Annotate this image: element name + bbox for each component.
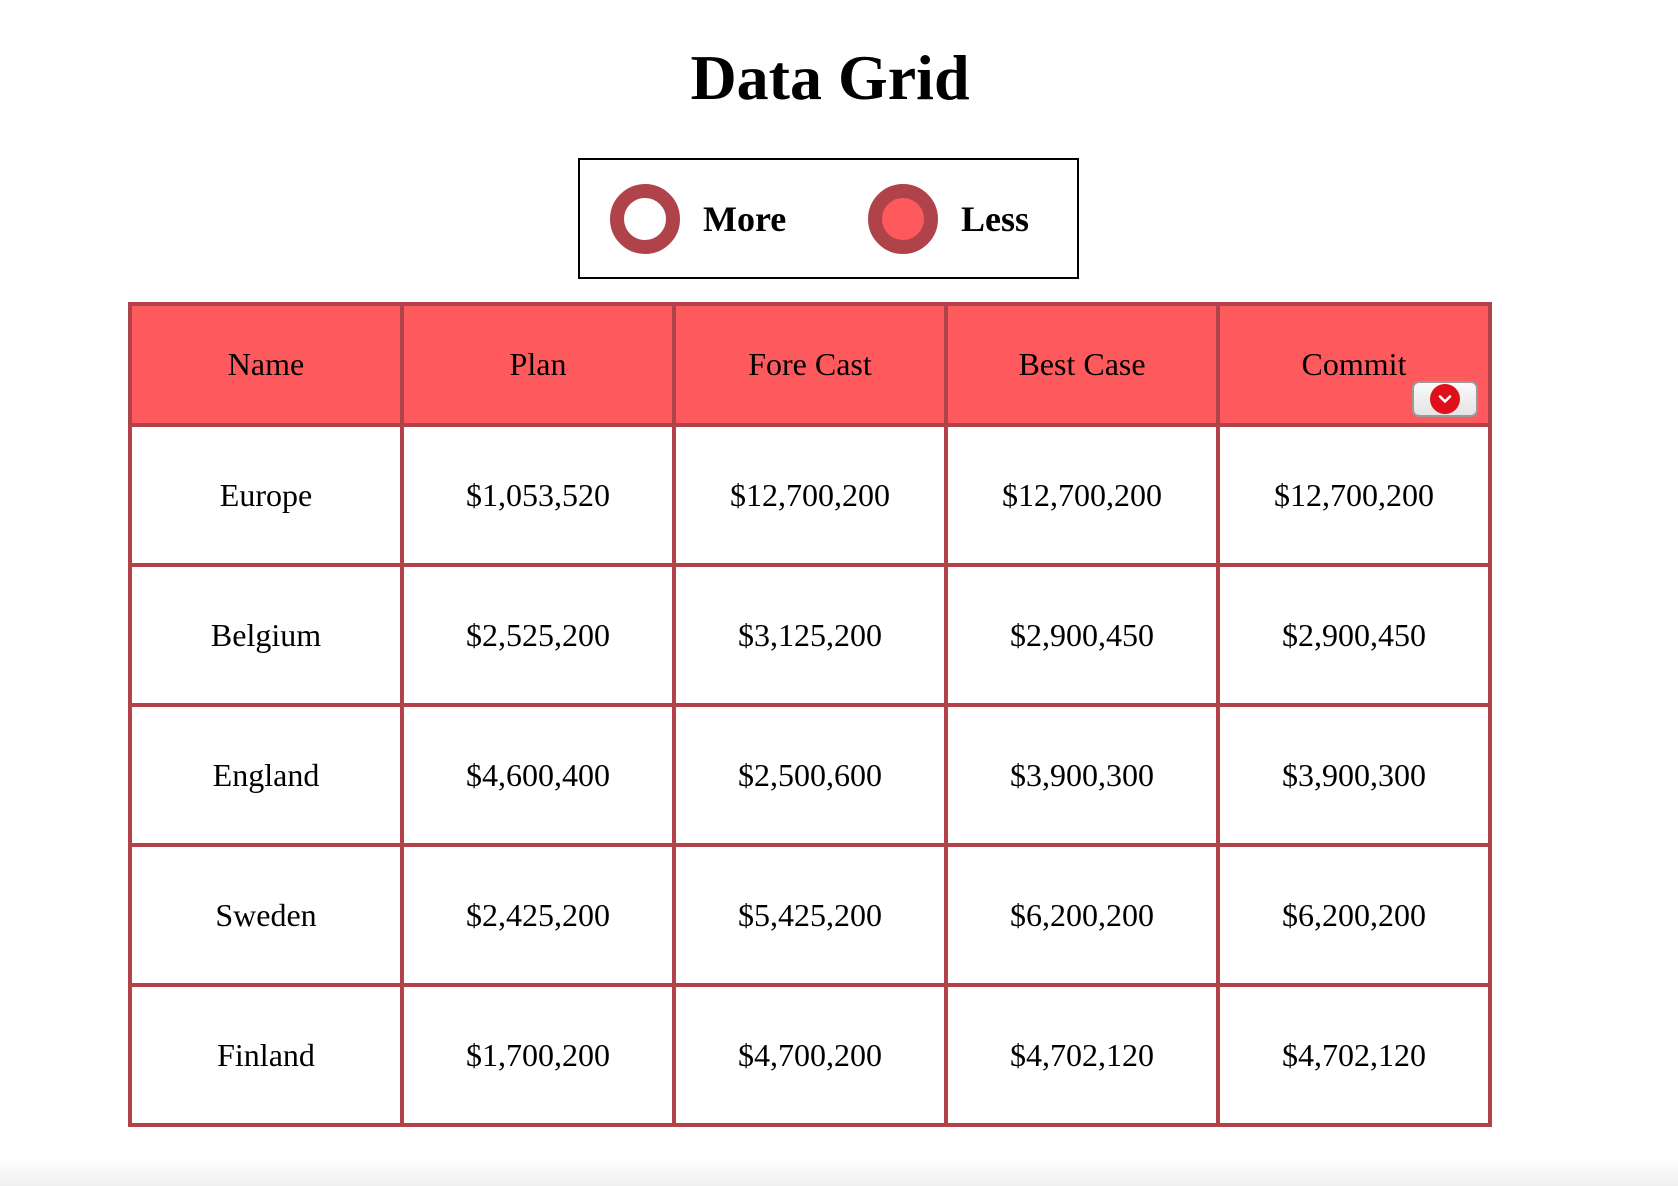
table-row: Belgium $2,525,200 $3,125,200 $2,900,450… — [128, 563, 1492, 707]
column-header-best-case[interactable]: Best Case — [944, 302, 1220, 427]
filter-radio-group: More Less — [578, 158, 1079, 279]
column-header-commit[interactable]: Commit — [1216, 302, 1492, 427]
cell-forecast: $2,500,600 — [672, 703, 948, 847]
cell-commit: $4,702,120 — [1216, 983, 1492, 1127]
cell-name: Finland — [128, 983, 404, 1127]
cell-commit: $3,900,300 — [1216, 703, 1492, 847]
table-row: England $4,600,400 $2,500,600 $3,900,300… — [128, 703, 1492, 847]
cell-forecast: $4,700,200 — [672, 983, 948, 1127]
cell-forecast: $3,125,200 — [672, 563, 948, 707]
column-header-plan[interactable]: Plan — [400, 302, 676, 427]
radio-more-circle[interactable] — [610, 184, 680, 254]
cell-plan: $4,600,400 — [400, 703, 676, 847]
cell-best-case: $3,900,300 — [944, 703, 1220, 847]
table-row: Europe $1,053,520 $12,700,200 $12,700,20… — [128, 423, 1492, 567]
cell-name: Europe — [128, 423, 404, 567]
radio-less-label: Less — [961, 199, 1030, 239]
column-header-forecast[interactable]: Fore Cast — [672, 302, 948, 427]
cell-name: Sweden — [128, 843, 404, 987]
radio-more[interactable]: More — [610, 184, 786, 254]
header-row: Name Plan Fore Cast Best Case Commit — [128, 302, 1492, 427]
table-row: Sweden $2,425,200 $5,425,200 $6,200,200 … — [128, 843, 1492, 987]
cell-plan: $2,525,200 — [400, 563, 676, 707]
cell-best-case: $6,200,200 — [944, 843, 1220, 987]
cell-name: England — [128, 703, 404, 847]
cell-commit: $12,700,200 — [1216, 423, 1492, 567]
cell-plan: $1,053,520 — [400, 423, 676, 567]
column-header-name[interactable]: Name — [128, 302, 404, 427]
cell-plan: $1,700,200 — [400, 983, 676, 1127]
cell-forecast: $5,425,200 — [672, 843, 948, 987]
radio-less-circle[interactable] — [868, 184, 938, 254]
column-menu-button[interactable] — [1412, 381, 1478, 417]
chevron-down-icon — [1430, 384, 1460, 414]
cell-commit: $6,200,200 — [1216, 843, 1492, 987]
cell-best-case: $12,700,200 — [944, 423, 1220, 567]
radio-more-label: More — [703, 199, 787, 239]
cell-commit: $2,900,450 — [1216, 563, 1492, 707]
page-title: Data Grid — [690, 42, 970, 113]
cell-plan: $2,425,200 — [400, 843, 676, 987]
radio-less[interactable]: Less — [868, 184, 1029, 254]
table-row: Finland $1,700,200 $4,700,200 $4,702,120… — [128, 983, 1492, 1127]
cell-best-case: $4,702,120 — [944, 983, 1220, 1127]
page-footer-shade — [0, 1156, 1678, 1186]
cell-best-case: $2,900,450 — [944, 563, 1220, 707]
data-grid: Name Plan Fore Cast Best Case Commit Eur… — [128, 302, 1492, 1127]
cell-forecast: $12,700,200 — [672, 423, 948, 567]
cell-name: Belgium — [128, 563, 404, 707]
column-header-commit-label: Commit — [1301, 346, 1407, 382]
